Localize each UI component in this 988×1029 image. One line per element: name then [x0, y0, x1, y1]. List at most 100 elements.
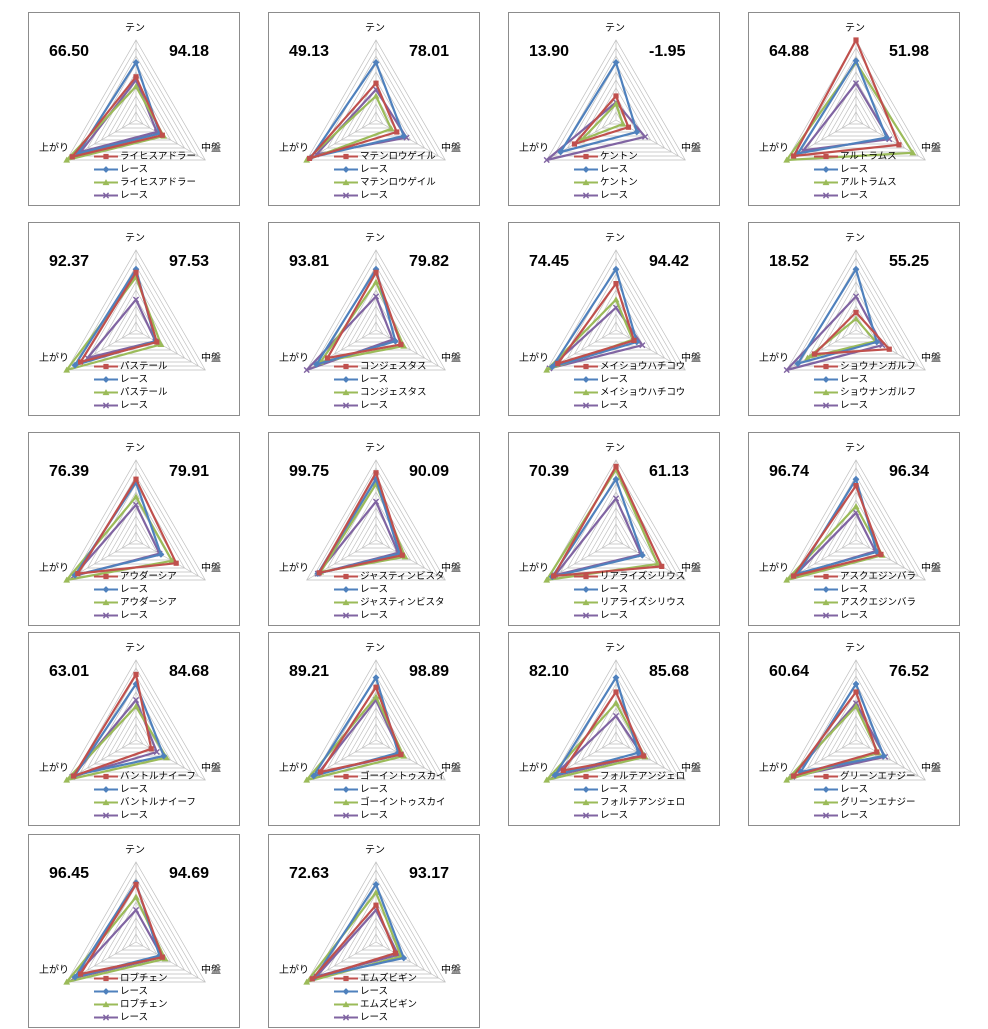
legend-label: レース	[600, 164, 629, 175]
score-right: 51.98	[889, 43, 930, 60]
axis-label-chuban: 中盤	[921, 143, 941, 154]
data-point	[878, 551, 884, 557]
data-point	[852, 503, 860, 509]
legend-item: レース	[813, 189, 959, 202]
legend-marker	[102, 179, 110, 186]
data-point	[77, 971, 84, 977]
score-left: 60.64	[769, 663, 810, 680]
score-right: 94.42	[649, 253, 690, 270]
radar-plot	[783, 659, 926, 783]
legend-swatch	[574, 402, 598, 409]
score-right: 78.01	[409, 43, 450, 60]
data-point	[783, 156, 791, 163]
radar-gridline	[608, 731, 624, 745]
data-point	[852, 57, 860, 65]
legend-swatch	[574, 192, 598, 199]
data-point	[373, 269, 379, 275]
radar-gridline	[114, 715, 158, 753]
radar-gridline	[313, 667, 439, 777]
legend-item: グリーンエナジー	[813, 770, 959, 783]
data-point	[794, 360, 802, 367]
legend-item: レース	[93, 609, 239, 622]
legend-swatch	[574, 179, 598, 186]
legend: ライヒスアドラー レース ライヒスアドラー レース	[93, 150, 239, 202]
legend-swatch	[94, 773, 118, 780]
legend-item: アウダーシア	[93, 570, 239, 583]
legend-item: レース	[573, 583, 719, 596]
radar-gridline	[580, 79, 652, 141]
legend-item: フォルテアンジェロ	[573, 770, 719, 783]
legend-marker	[582, 799, 590, 806]
axis-label-chuban: 中盤	[201, 143, 221, 154]
legend-swatch	[94, 812, 118, 819]
data-point	[401, 553, 409, 560]
data-point	[387, 125, 395, 132]
data-point	[373, 470, 379, 476]
series-line	[785, 295, 884, 372]
legend-item: ライヒスアドラー	[93, 176, 239, 189]
data-point	[132, 696, 140, 704]
data-point	[133, 269, 139, 275]
radar-spoke	[135, 739, 206, 781]
radar-gridline	[608, 321, 624, 335]
legend-label: レース	[600, 190, 629, 201]
series-line	[65, 495, 174, 582]
series-line	[79, 271, 158, 364]
legend-item: レース	[573, 399, 719, 412]
score-left: 74.45	[529, 253, 570, 270]
data-point	[852, 703, 860, 709]
legend-swatch	[814, 586, 838, 593]
legend-item: レース	[333, 985, 479, 998]
legend-label: バントルナイーフ	[120, 797, 196, 808]
legend-item: レース	[813, 583, 959, 596]
legend-marker	[823, 773, 829, 780]
legend-label: リアライズシリウス	[600, 597, 686, 608]
legend-label: レース	[840, 784, 869, 795]
score-right: 55.25	[889, 253, 930, 270]
series-line	[318, 471, 404, 574]
axis-label-agari: 上がり	[759, 353, 789, 364]
legend-label: レース	[360, 374, 389, 385]
legend-item: ショウナンガルフ	[813, 360, 959, 373]
legend-label: レース	[120, 610, 149, 621]
series-line	[796, 59, 888, 155]
legend-marker	[342, 1014, 350, 1021]
legend-label: エムズビギン	[360, 973, 418, 984]
axis-label-agari: 上がり	[279, 563, 309, 574]
series-line	[308, 82, 398, 160]
legend-item: アスクエジンバラ	[813, 596, 959, 609]
axis-label-chuban: 中盤	[921, 563, 941, 574]
radar-gridline	[601, 723, 631, 749]
legend-label: フォルテアンジェロ	[600, 771, 686, 782]
legend-item: ロブチェン	[93, 972, 239, 985]
legend-marker	[342, 612, 350, 619]
radar-gridline	[361, 103, 391, 129]
legend-item: アルトラムス	[813, 176, 959, 189]
radar-gridline	[793, 257, 919, 367]
score-right: 79.82	[409, 253, 450, 270]
radar-spoke	[375, 119, 446, 161]
data-point	[157, 341, 165, 347]
axis-label-agari: 上がり	[279, 143, 309, 154]
legend-swatch	[574, 166, 598, 173]
axis-label-ten: テン	[365, 23, 385, 34]
radar-gridline	[806, 63, 906, 149]
axis-label-agari: 上がり	[519, 353, 549, 364]
data-point	[612, 495, 620, 502]
radar-gridline	[368, 731, 384, 745]
legend-swatch	[334, 799, 358, 806]
data-point	[783, 366, 790, 374]
legend-item: ライヒスアドラー	[93, 150, 239, 163]
legend-marker	[822, 179, 830, 186]
legend-label: ライヒスアドラー	[120, 151, 197, 162]
legend-marker	[342, 166, 350, 173]
legend-item: レース	[93, 399, 239, 412]
score-right: 76.52	[889, 663, 930, 680]
data-point	[154, 339, 160, 345]
radar-gridline	[834, 715, 878, 753]
legend-swatch	[814, 773, 838, 780]
legend: エムズビギン レース エムズビギン レース	[333, 972, 479, 1024]
data-point	[783, 576, 791, 583]
axis-label-agari: 上がり	[279, 763, 309, 774]
